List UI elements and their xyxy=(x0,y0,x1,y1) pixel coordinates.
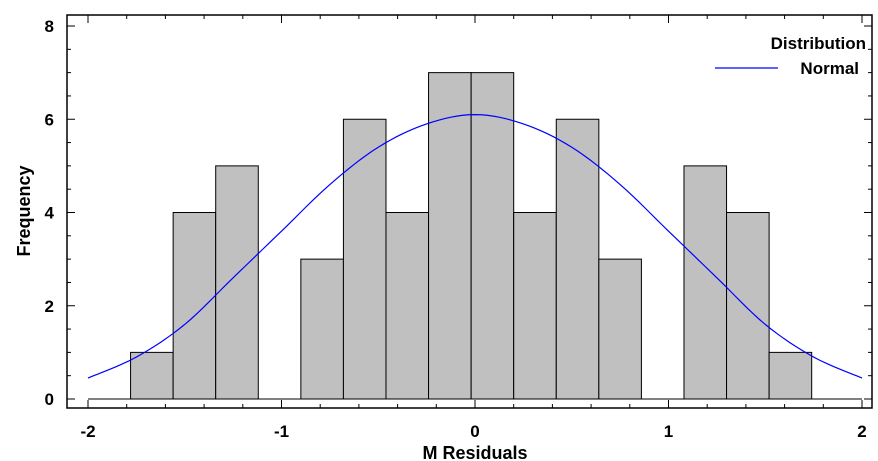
y-tick-label: 8 xyxy=(45,17,54,36)
y-tick-label: 0 xyxy=(45,390,54,409)
histogram-bar xyxy=(683,165,728,400)
histogram-bar xyxy=(172,212,217,400)
histogram-bar xyxy=(428,72,472,400)
histogram-bar xyxy=(555,118,600,400)
normal-curve xyxy=(87,113,863,379)
legend-entry-normal: Normal xyxy=(800,59,859,78)
y-axis-label: Frequency xyxy=(14,165,34,256)
legend: Distribution Normal xyxy=(715,34,866,78)
histogram-bar xyxy=(726,212,770,400)
histogram-bar xyxy=(768,351,813,400)
x-tick-label: 1 xyxy=(664,422,673,441)
histogram-bar xyxy=(598,258,642,400)
x-tick-label: 0 xyxy=(470,422,479,441)
x-tick-label: -2 xyxy=(80,422,95,441)
y-tick-label: 2 xyxy=(45,297,54,316)
y-tick-label: 4 xyxy=(45,204,55,223)
y-tick-label: 6 xyxy=(45,110,54,129)
x-axis-ticks: -2 -1 0 1 2 xyxy=(80,15,867,441)
x-axis-label: M Residuals xyxy=(422,443,527,461)
histogram-bar xyxy=(513,212,557,400)
y-axis-ticks: 0 2 4 6 8 xyxy=(45,17,872,409)
histogram-bar xyxy=(342,118,387,400)
x-tick-label: -1 xyxy=(274,422,289,441)
histogram-bar xyxy=(300,258,344,400)
histogram-bars xyxy=(130,72,813,400)
x-tick-label: 2 xyxy=(857,422,866,441)
histogram-bar xyxy=(470,72,515,400)
plot-frame xyxy=(66,14,873,409)
histogram-bar xyxy=(385,212,430,400)
histogram-bar xyxy=(130,351,174,400)
histogram-bar xyxy=(215,165,259,400)
legend-title: Distribution xyxy=(771,34,866,53)
